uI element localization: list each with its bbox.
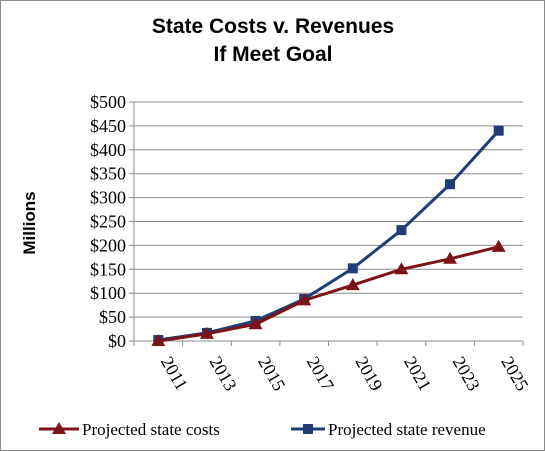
x-tick-labels: 2011 2013 2015 2017 2019 2021 2023 2025 [157,353,533,394]
y-tick-label: $100 [90,283,126,303]
chart-title-line-2: If Meet Goal [213,43,332,66]
data-point-costs [443,251,458,264]
legend: Projected state costs Projected state rev… [39,420,486,439]
series-line-revenue [158,129,500,342]
y-tick-label: $350 [90,164,126,184]
legend-swatch-marker [303,424,313,434]
x-tick-label: 2025 [497,353,532,394]
legend-label: Projected state revenue [328,420,486,439]
x-tick-label: 2015 [254,353,289,394]
x-tick-label: 2019 [351,353,386,394]
data-point-costs [491,239,506,252]
chart-title: State Costs v. Revenues If Meet Goal [152,15,394,66]
series [151,125,506,346]
x-tick-label: 2013 [205,353,240,394]
data-point-costs [199,326,214,339]
x-tick-label: 2021 [400,353,435,394]
y-tick-label: $500 [90,92,126,112]
data-point-revenue [493,125,504,136]
series-revenue [153,125,504,346]
x-tick-label: 2023 [449,353,484,394]
y-axis-label: Millions [20,191,39,254]
legend-label: Projected state costs [82,420,220,439]
y-tick-label: $50 [99,307,126,327]
axes [129,101,524,346]
chart-title-line-1: State Costs v. Revenues [152,15,394,38]
x-tick-label: 2011 [157,353,192,394]
y-tick-label: $450 [90,116,126,136]
y-tick-label: $400 [90,140,126,160]
data-point-costs [394,262,409,275]
data-point-costs [248,317,263,330]
legend-swatch-marker [52,422,66,434]
data-point-costs [345,278,360,291]
y-tick-label: $250 [90,212,126,232]
y-tick-label: $150 [90,259,126,279]
y-tick-label: $0 [108,331,126,351]
y-tick-label: $300 [90,188,126,208]
data-point-revenue [396,225,407,236]
data-point-costs [297,293,312,306]
series-line-costs [158,245,500,343]
data-point-costs [151,334,166,346]
data-point-revenue [445,179,456,190]
series-costs [151,239,506,346]
x-tick-label: 2017 [303,353,338,394]
gridlines [134,101,523,318]
data-point-revenue [347,263,358,274]
legend-item-costs: Projected state costs [39,420,220,439]
legend-item-revenue: Projected state revenue [291,420,486,439]
y-tick-labels: $0 $50 $100 $150 $200 $250 $300 $350 $400 $450 $50… [90,92,126,351]
y-tick-label: $200 [90,235,126,255]
